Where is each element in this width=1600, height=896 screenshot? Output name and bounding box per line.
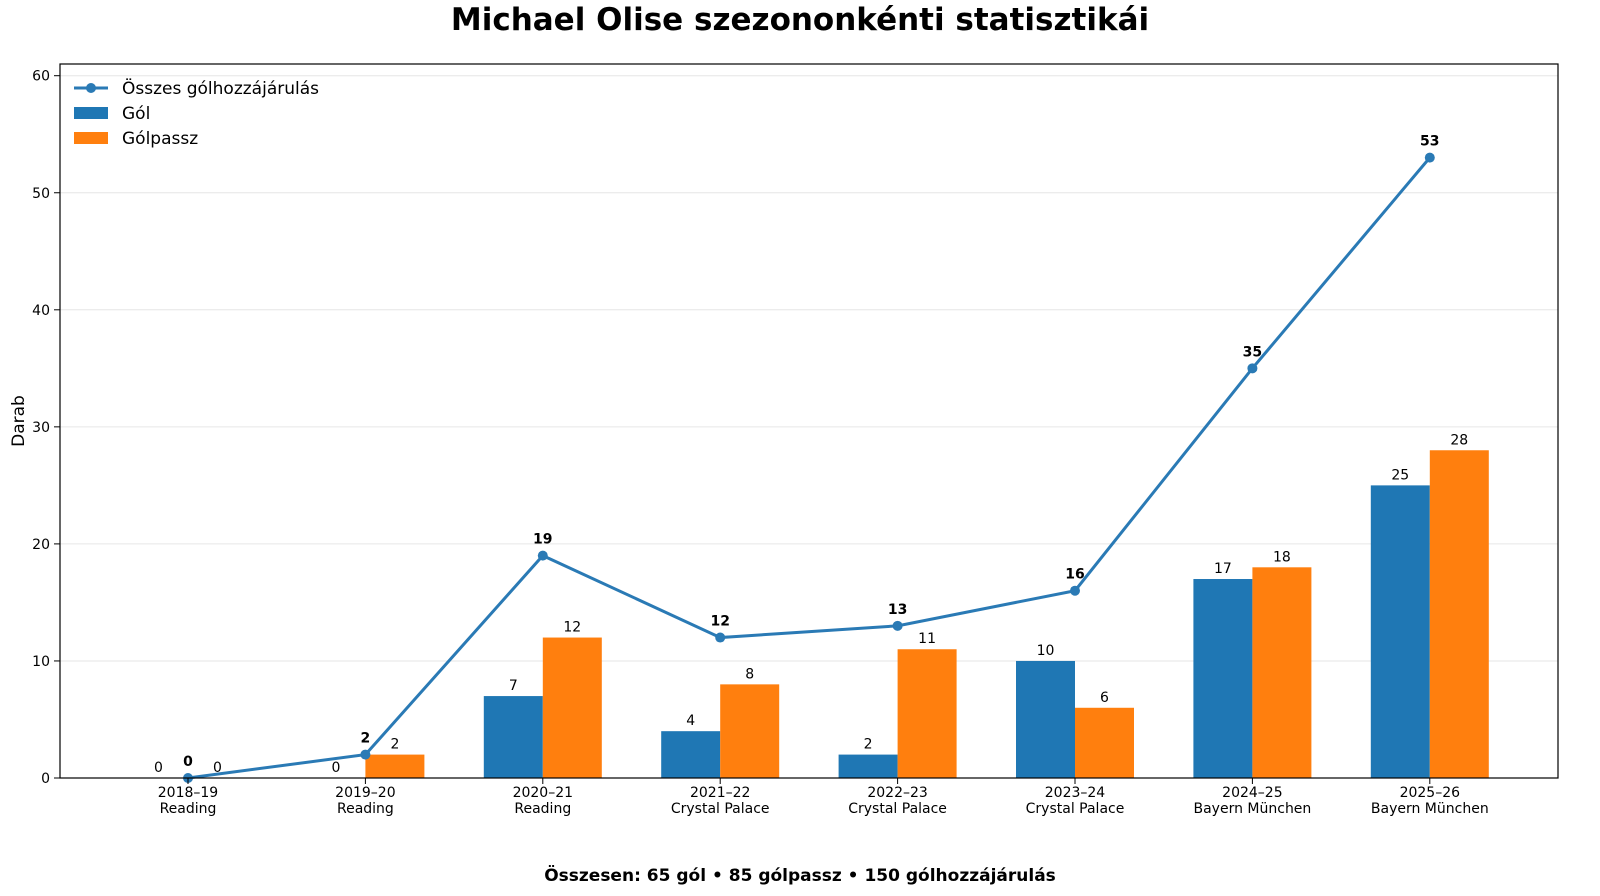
line-value-label: 13 [888, 602, 907, 618]
bar-value-label: 28 [1450, 432, 1468, 448]
bar-value-label: 2 [864, 737, 873, 753]
y-axis-label: Darab [9, 395, 29, 447]
line-value-label: 35 [1243, 344, 1262, 360]
chart-title: Michael Olise szezononkénti statisztikái [450, 2, 1150, 38]
line-series-osszes [187, 156, 1431, 780]
x-tick-club: Crystal Palace [1026, 801, 1125, 817]
bar-value-label: 17 [1214, 561, 1232, 577]
x-tick-season: 2025–26 [1400, 785, 1461, 801]
line-value-label: 12 [710, 614, 729, 630]
bar-golpassz [365, 754, 425, 778]
x-tick-season: 2021–22 [690, 785, 750, 801]
x-tick-season: 2020–21 [513, 785, 573, 801]
bar-value-label: 4 [686, 713, 695, 729]
bar-gol [838, 754, 898, 778]
bar-value-label: 7 [509, 678, 518, 694]
y-tick-label: 50 [32, 186, 50, 202]
x-tick-club: Reading [160, 801, 217, 817]
x-tick-club: Reading [337, 801, 394, 817]
bar-golpassz [1252, 567, 1312, 778]
x-tick-season: 2018–19 [158, 785, 218, 801]
bar-value-label: 0 [213, 760, 222, 776]
x-tick-club: Crystal Palace [848, 801, 947, 817]
line-point [1424, 152, 1435, 163]
legend-label: Gólpassz [122, 129, 198, 149]
y-tick-label: 60 [32, 69, 50, 85]
bar-value-label: 0 [331, 760, 340, 776]
x-tick-club: Bayern München [1371, 801, 1489, 817]
bar-value-label: 2 [390, 737, 399, 753]
bar-value-label: 6 [1100, 690, 1109, 706]
line-value-label: 0 [183, 754, 193, 770]
y-tick-label: 30 [32, 420, 50, 436]
bar-value-label: 8 [745, 666, 754, 682]
line-value-label: 16 [1065, 567, 1084, 583]
line-point [360, 749, 371, 760]
plot-frame [59, 63, 1559, 779]
x-tick-season: 2019–20 [335, 785, 395, 801]
bar-golpassz [542, 637, 602, 778]
bar-golpassz [720, 684, 780, 778]
legend-bar-swatch [74, 132, 108, 144]
line-point [1247, 363, 1258, 374]
line-point [537, 550, 548, 561]
bar-value-label: 18 [1273, 549, 1291, 565]
line-point [715, 632, 726, 643]
bar-gol [483, 696, 543, 778]
y-tick-label: 40 [32, 303, 50, 319]
x-tick-club: Reading [514, 801, 571, 817]
legend-marker [86, 83, 96, 93]
line-value-label: 19 [533, 532, 552, 548]
x-tick-season: 2022–23 [867, 785, 927, 801]
chart-footer-summary: Összesen: 65 gól • 85 gólpassz • 150 gól… [544, 866, 1056, 886]
bar-gol [661, 731, 721, 778]
bar-value-label: 10 [1037, 643, 1055, 659]
bar-gol [1016, 660, 1075, 778]
x-tick-club: Bayern München [1194, 801, 1312, 817]
bar-golpassz [1075, 707, 1134, 778]
bar-gol [1193, 579, 1253, 778]
x-tick-season: 2024–25 [1222, 785, 1282, 801]
line-point [892, 620, 903, 631]
x-tick-season: 2023–24 [1045, 785, 1106, 801]
bar-value-label: 11 [918, 631, 936, 647]
y-tick-label: 20 [32, 537, 50, 553]
bar-gol [1370, 485, 1430, 778]
legend-label: Összes gólhozzájárulás [122, 77, 319, 99]
x-tick-club: Crystal Palace [671, 801, 770, 817]
bar-value-label: 25 [1391, 467, 1409, 483]
bar-value-label: 0 [154, 760, 163, 776]
legend-label: Gól [122, 104, 150, 124]
bar-golpassz [897, 649, 957, 778]
bar-golpassz [1429, 450, 1489, 778]
bar-value-label: 12 [563, 620, 581, 636]
line-point [1070, 585, 1080, 596]
line-value-label: 53 [1420, 134, 1439, 150]
y-tick-label: 0 [41, 771, 50, 787]
legend-bar-swatch [74, 107, 108, 119]
y-tick-label: 10 [32, 654, 50, 670]
line-value-label: 2 [361, 731, 371, 747]
